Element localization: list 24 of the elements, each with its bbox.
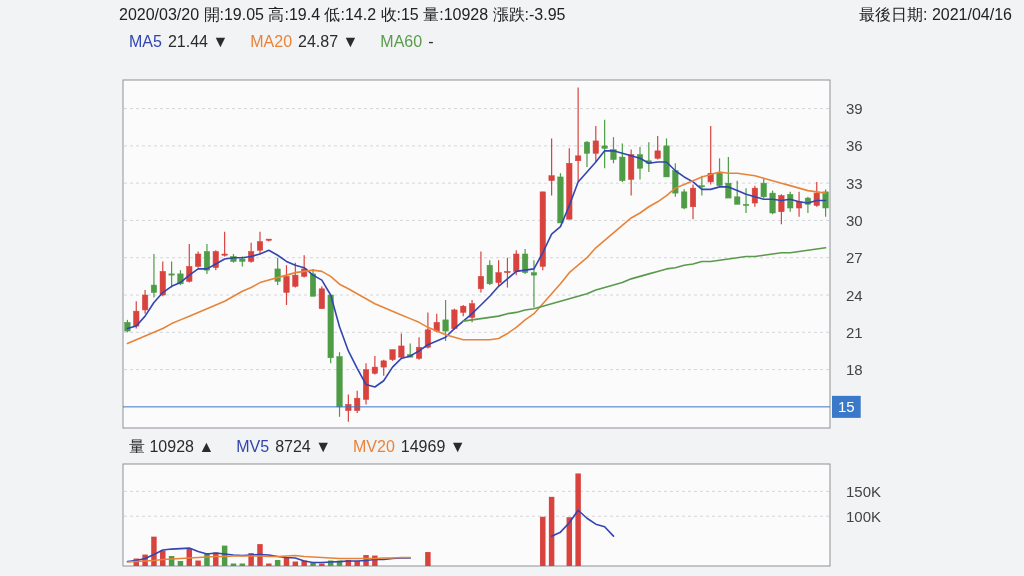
annotation: 量 10928 ▲ [129, 438, 215, 455]
y-tick-label: 33 [846, 174, 863, 192]
legend-label: MA60 [380, 33, 423, 50]
ref-label: 15 [838, 398, 855, 416]
y-tick-label: 39 [846, 100, 863, 118]
legend-value: - [428, 33, 434, 50]
y-tick-label: 150K [846, 482, 882, 500]
y-tick-label: 21 [846, 323, 863, 341]
y-tick-label: 30 [846, 211, 863, 229]
subtitle: 最後日期: 2021/04/16 [859, 6, 1012, 23]
legend-label: MV20 [353, 438, 395, 455]
y-tick-label: 36 [846, 137, 863, 155]
legend-label: MA20 [250, 33, 293, 50]
y-tick-label: 27 [846, 249, 863, 267]
legend-value: 21.44 ▼ [167, 33, 229, 50]
legend-label: MV5 [236, 438, 270, 455]
legend-value: 8724 ▼ [275, 438, 331, 455]
title: 2020/03/20 開:19.05 高:19.4 低:14.2 收:15 量:10928 漲跌:-3.95 [119, 6, 566, 23]
y-tick-label: 18 [846, 361, 863, 379]
legend-value: 24.87 ▼ [298, 33, 359, 50]
y-tick-label: 24 [846, 286, 863, 304]
legend-value: 14969 ▼ [400, 438, 466, 455]
y-tick-label: 100K [846, 507, 882, 525]
legend-label: MA5 [129, 33, 162, 50]
